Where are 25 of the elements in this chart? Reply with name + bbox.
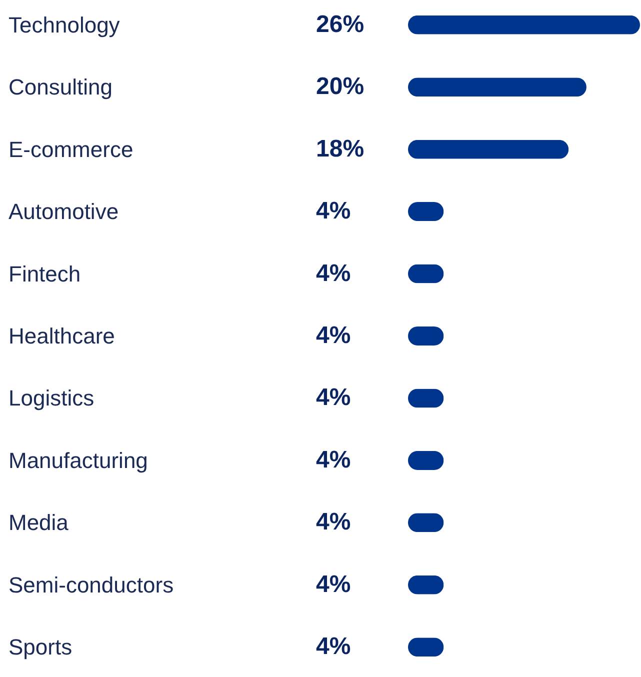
y-tick-label: Technology: [8, 12, 120, 38]
data-label: 4%: [316, 198, 351, 225]
data-label: 4%: [316, 260, 351, 287]
bar: [408, 78, 586, 97]
y-tick-label: Manufacturing: [8, 448, 148, 473]
y-tick-label: Semi-conductors: [8, 572, 174, 598]
y-tick-label: E-commerce: [8, 136, 134, 162]
y-tick-label: Fintech: [8, 261, 81, 286]
y-tick-label: Healthcare: [8, 324, 115, 348]
data-label: 4%: [316, 633, 351, 660]
y-tick-label: Sports: [8, 634, 72, 660]
data-label: 4%: [316, 570, 351, 598]
y-tick-label: Consulting: [8, 74, 112, 100]
data-label: 20%: [316, 73, 364, 100]
bar: [408, 140, 569, 159]
y-tick-label: Media: [8, 510, 70, 536]
data-label: 4%: [316, 446, 351, 474]
bar: [408, 15, 640, 34]
data-label: 26%: [316, 10, 364, 38]
data-label: 4%: [316, 384, 351, 412]
y-tick-label: Automotive: [8, 199, 119, 224]
data-label: 18%: [316, 135, 364, 162]
y-tick-label: Logistics: [8, 386, 94, 411]
data-label: 4%: [316, 322, 351, 349]
data-label: 4%: [316, 508, 351, 536]
